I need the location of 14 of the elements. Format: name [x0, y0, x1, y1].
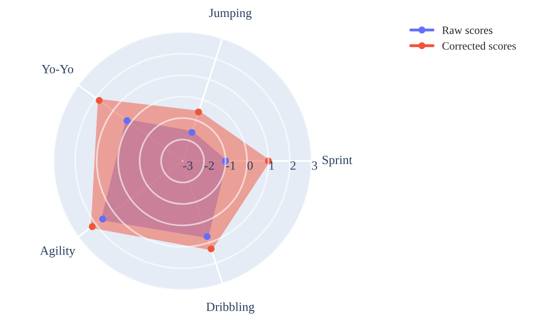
y-tick-label: -3	[183, 161, 193, 170]
y-tick-label: -1	[226, 161, 236, 170]
spoke-label: Jumping	[209, 8, 252, 20]
legend-label: Raw scores	[442, 26, 492, 34]
y-tick-label: 2	[290, 161, 296, 170]
spoke-label: Sprint	[322, 156, 352, 167]
y-tick-label: 3	[312, 161, 318, 170]
y-tick-label: -2	[204, 161, 214, 170]
spoke-label: Yo-Yo	[42, 65, 74, 74]
y-tick-label: 1	[270, 161, 274, 170]
y-tick-label: 0	[247, 161, 253, 170]
spoke-label: Dribbling	[206, 302, 254, 314]
legend-label: Corrected scores	[442, 42, 516, 50]
spoke-label: Agility	[40, 246, 76, 258]
